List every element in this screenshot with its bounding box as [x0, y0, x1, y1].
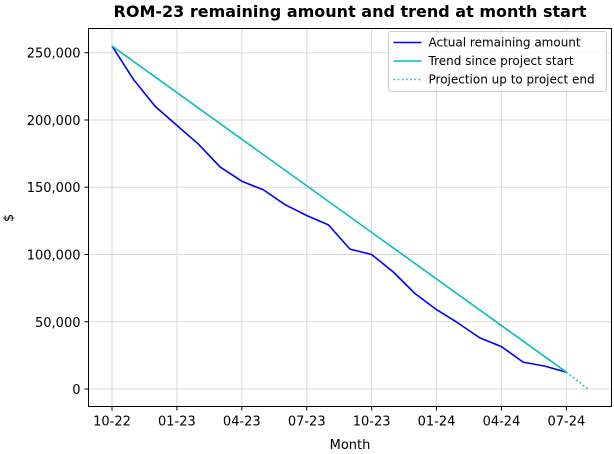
y-tick-label: 200,000	[27, 114, 81, 129]
x-tick-label: 10-23	[353, 415, 391, 430]
legend: Actual remaining amount Trend since proje…	[388, 31, 607, 92]
series-line-2	[111, 45, 567, 373]
x-tick-label: 10-22	[93, 415, 131, 430]
x-tick-label: 07-23	[288, 415, 326, 430]
axis-ticks: 10-22 01-23 04-23 07-23 10-23 01-24 04-24 07-24…	[27, 47, 586, 430]
legend-frame	[388, 31, 607, 92]
series	[111, 45, 589, 390]
x-tick-label: 01-23	[158, 415, 196, 430]
y-tick-label: 0	[72, 383, 80, 398]
legend-label: Trend since project start	[428, 54, 574, 68]
legend-label: Projection up to project end	[429, 73, 595, 87]
y-tick-label: 100,000	[27, 248, 81, 263]
legend-label: Actual remaining amount	[429, 36, 581, 50]
y-tick-label: 250,000	[27, 47, 81, 62]
plot-area-frame	[88, 28, 612, 407]
series-line-1	[111, 45, 567, 373]
x-tick-label: 04-23	[223, 415, 261, 430]
x-tick-label: 01-24	[418, 415, 456, 430]
x-tick-label: 07-24	[547, 415, 585, 430]
y-tick-label: 150,000	[27, 181, 81, 196]
x-axis-label: Month	[330, 438, 371, 453]
y-tick-label: 50,000	[35, 316, 81, 331]
chart-title: ROM-23 remaining amount and trend at mon…	[114, 2, 587, 21]
x-tick-label: 04-24	[483, 415, 521, 430]
y-axis-label: $	[2, 214, 17, 222]
series-line-3	[565, 371, 589, 390]
